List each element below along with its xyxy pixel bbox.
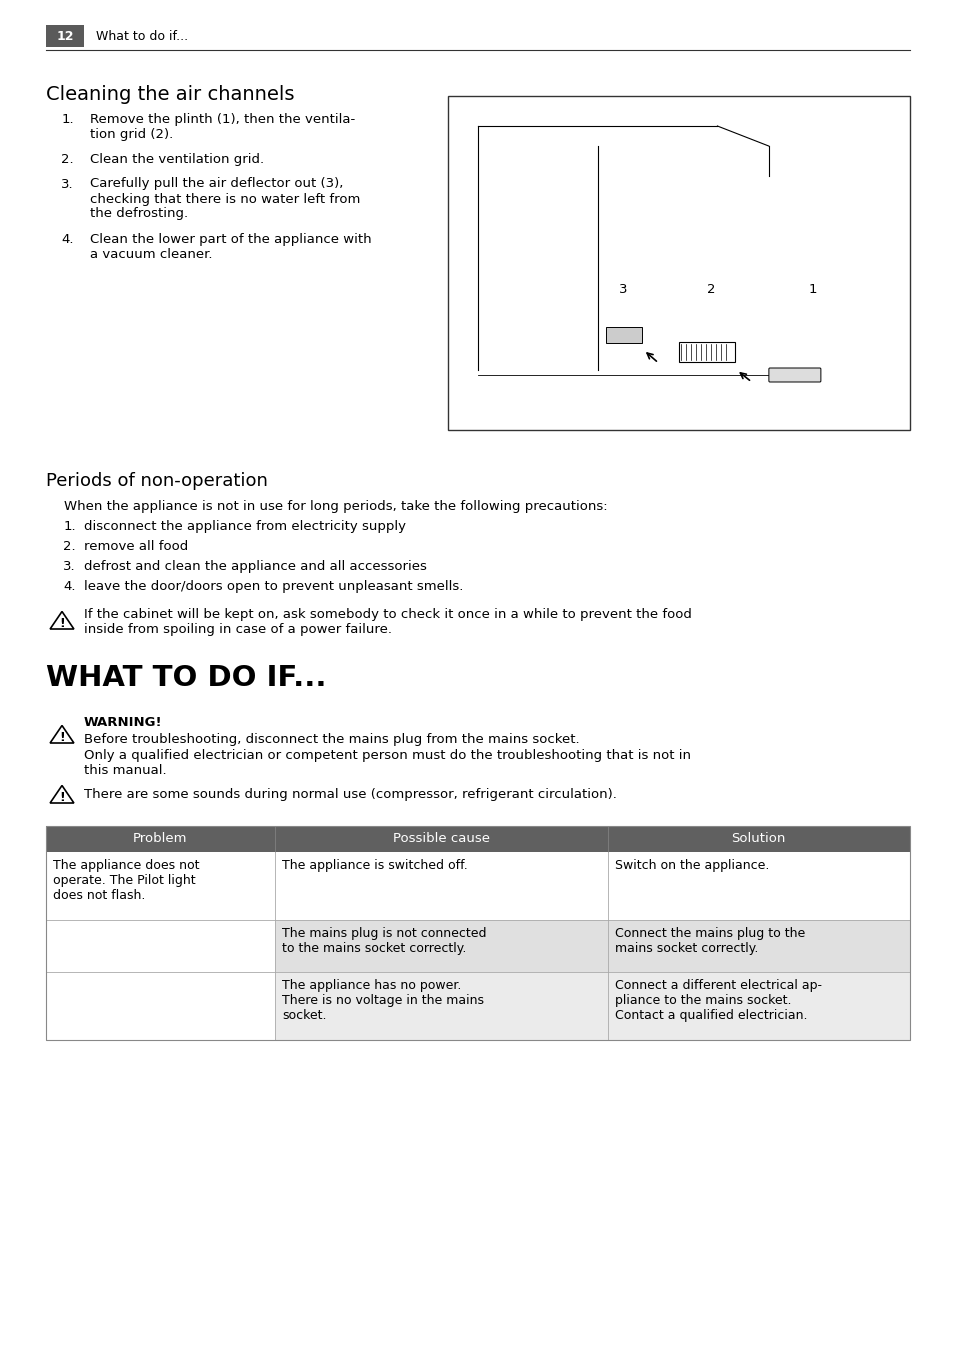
Bar xyxy=(678,343,734,362)
Text: Possible cause: Possible cause xyxy=(393,833,489,845)
Text: The appliance does not
operate. The Pilot light
does not flash.: The appliance does not operate. The Pilo… xyxy=(53,858,199,902)
Text: Switch on the appliance.: Switch on the appliance. xyxy=(614,858,768,872)
Text: 3: 3 xyxy=(618,283,627,297)
Text: 1: 1 xyxy=(808,283,817,297)
Text: Remove the plinth (1), then the ventila-
tion grid (2).: Remove the plinth (1), then the ventila-… xyxy=(90,112,355,141)
Bar xyxy=(46,826,909,852)
Text: Problem: Problem xyxy=(133,833,188,845)
Bar xyxy=(46,919,274,972)
Text: 2: 2 xyxy=(706,283,715,297)
Text: defrost and clean the appliance and all accessories: defrost and clean the appliance and all … xyxy=(84,561,426,573)
Bar xyxy=(448,96,909,431)
Text: What to do if...: What to do if... xyxy=(96,30,188,42)
Text: The appliance is switched off.: The appliance is switched off. xyxy=(282,858,467,872)
Text: Only a qualified electrician or competent person must do the troubleshooting tha: Only a qualified electrician or competen… xyxy=(84,749,690,777)
Text: !: ! xyxy=(59,731,65,743)
Text: !: ! xyxy=(59,616,65,630)
Bar xyxy=(605,328,640,343)
Text: 3.: 3. xyxy=(63,561,76,573)
Text: Periods of non-operation: Periods of non-operation xyxy=(46,473,268,490)
Text: 2.: 2. xyxy=(61,153,74,167)
Text: Connect the mains plug to the
mains socket correctly.: Connect the mains plug to the mains sock… xyxy=(614,927,804,955)
Bar xyxy=(274,972,607,1040)
Text: The appliance has no power.
There is no voltage in the mains
socket.: The appliance has no power. There is no … xyxy=(282,979,483,1022)
Text: Clean the ventilation grid.: Clean the ventilation grid. xyxy=(90,153,264,167)
Bar xyxy=(274,919,607,972)
Text: 4.: 4. xyxy=(64,580,76,593)
Text: Solution: Solution xyxy=(731,833,785,845)
Text: The mains plug is not connected
to the mains socket correctly.: The mains plug is not connected to the m… xyxy=(282,927,486,955)
Text: 4.: 4. xyxy=(61,233,74,246)
Bar xyxy=(46,972,274,1040)
Bar xyxy=(607,919,909,972)
Bar xyxy=(46,852,909,919)
Text: 12: 12 xyxy=(56,30,73,42)
Text: 3.: 3. xyxy=(61,177,74,191)
Bar xyxy=(607,972,909,1040)
Text: Before troubleshooting, disconnect the mains plug from the mains socket.: Before troubleshooting, disconnect the m… xyxy=(84,733,579,746)
Text: WARNING!: WARNING! xyxy=(84,716,162,728)
Text: 1.: 1. xyxy=(61,112,74,126)
Bar xyxy=(46,24,84,47)
Text: There are some sounds during normal use (compressor, refrigerant circulation).: There are some sounds during normal use … xyxy=(84,788,617,802)
Text: 1.: 1. xyxy=(63,520,76,533)
Text: !: ! xyxy=(59,791,65,804)
Text: 2.: 2. xyxy=(63,540,76,552)
Bar xyxy=(46,826,909,1040)
Text: Carefully pull the air deflector out (3),
checking that there is no water left f: Carefully pull the air deflector out (3)… xyxy=(90,177,360,221)
Text: WHAT TO DO IF...: WHAT TO DO IF... xyxy=(46,663,326,692)
Text: disconnect the appliance from electricity supply: disconnect the appliance from electricit… xyxy=(84,520,406,533)
Text: remove all food: remove all food xyxy=(84,540,188,552)
Text: Clean the lower part of the appliance with
a vacuum cleaner.: Clean the lower part of the appliance wi… xyxy=(90,233,372,261)
Text: If the cabinet will be kept on, ask somebody to check it once in a while to prev: If the cabinet will be kept on, ask some… xyxy=(84,608,691,636)
Text: Connect a different electrical ap-
pliance to the mains socket.
Contact a qualif: Connect a different electrical ap- plian… xyxy=(614,979,821,1022)
Text: When the appliance is not in use for long periods, take the following precaution: When the appliance is not in use for lon… xyxy=(64,500,607,513)
Text: leave the door/doors open to prevent unpleasant smells.: leave the door/doors open to prevent unp… xyxy=(84,580,463,593)
FancyBboxPatch shape xyxy=(768,368,820,382)
Text: Cleaning the air channels: Cleaning the air channels xyxy=(46,85,294,104)
